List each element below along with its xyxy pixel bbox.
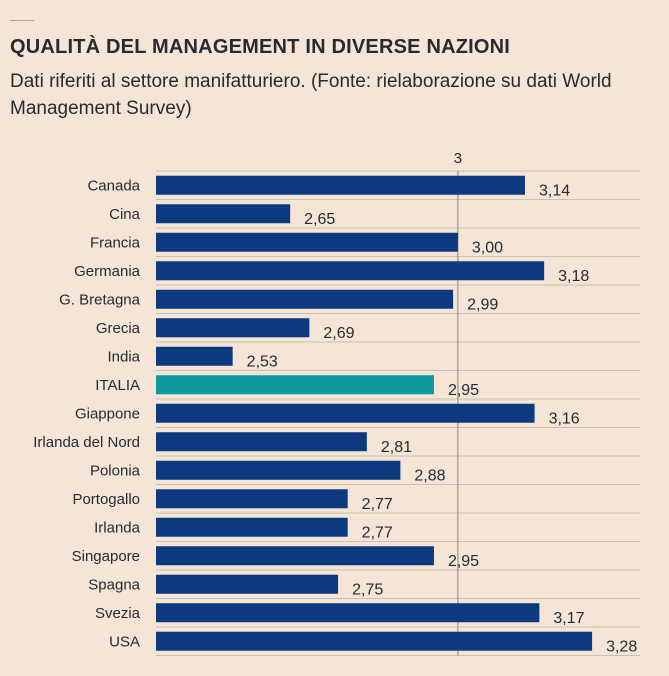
chart-subtitle: Dati riferiti al settore manifatturiero.… xyxy=(10,71,612,119)
top-rule xyxy=(10,20,34,21)
bar xyxy=(156,517,348,537)
value-label: 3,16 xyxy=(549,410,580,427)
value-label: 2,88 xyxy=(414,467,445,484)
category-label: Grecia xyxy=(96,320,141,337)
category-label: Francia xyxy=(90,234,141,251)
value-label: 2,95 xyxy=(448,382,479,399)
value-label: 3,14 xyxy=(539,182,570,199)
value-label: 2,95 xyxy=(448,553,479,570)
bar xyxy=(156,631,593,651)
category-label: USA xyxy=(109,633,140,650)
bar xyxy=(156,318,310,338)
bar xyxy=(156,289,454,309)
value-label: 2,81 xyxy=(381,439,412,456)
bar xyxy=(156,574,339,594)
category-label: Giappone xyxy=(75,405,140,422)
bar xyxy=(156,232,458,252)
value-label: 3,17 xyxy=(553,610,584,627)
bar xyxy=(156,603,540,623)
value-label: 2,53 xyxy=(247,353,278,370)
category-label: Irlanda xyxy=(94,519,141,536)
bar xyxy=(156,204,291,224)
category-label: Canada xyxy=(87,177,140,194)
value-label: 3,18 xyxy=(558,268,589,285)
category-label: ITALIA xyxy=(95,377,140,394)
value-label: 2,99 xyxy=(467,296,498,313)
value-label: 2,75 xyxy=(352,581,383,598)
bar-highlight xyxy=(156,375,434,395)
category-label: Svezia xyxy=(95,605,141,622)
bar xyxy=(156,546,434,566)
bar xyxy=(156,432,367,452)
bar xyxy=(156,460,401,480)
reference-tick-label: 3 xyxy=(454,150,462,167)
category-label: India xyxy=(107,348,140,365)
value-label: 3,28 xyxy=(606,638,637,655)
category-label: Polonia xyxy=(90,462,141,479)
bar xyxy=(156,489,348,509)
category-label: Spagna xyxy=(88,576,140,593)
value-label: 3,00 xyxy=(472,239,503,256)
bar xyxy=(156,175,525,195)
category-label: Singapore xyxy=(72,548,140,565)
bar xyxy=(156,346,233,366)
category-label: G. Bretagna xyxy=(59,291,141,308)
chart-title: QUALITÀ DEL MANAGEMENT IN DIVERSE NAZION… xyxy=(10,36,511,58)
value-label: 2,65 xyxy=(304,211,335,228)
category-label: Germania xyxy=(74,263,141,280)
value-label: 2,77 xyxy=(362,496,393,513)
category-label: Irlanda del Nord xyxy=(33,434,140,451)
value-label: 2,77 xyxy=(362,524,393,541)
category-label: Portogallo xyxy=(72,491,140,508)
value-label: 2,69 xyxy=(323,325,354,342)
bar xyxy=(156,261,545,281)
bar xyxy=(156,403,535,423)
category-label: Cina xyxy=(109,206,141,223)
